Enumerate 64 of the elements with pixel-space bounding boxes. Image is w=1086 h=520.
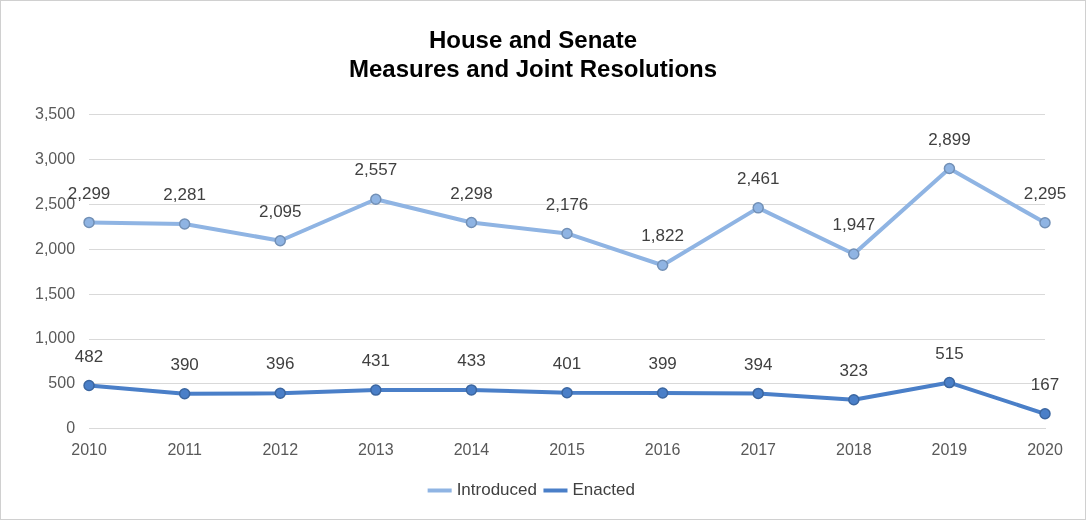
data-label: 1,822	[641, 226, 684, 246]
x-tick-label: 2010	[71, 440, 107, 458]
data-label: 482	[74, 346, 104, 366]
data-label: 1,947	[832, 215, 876, 235]
data-label: 431	[361, 351, 391, 371]
data-label: 167	[1030, 375, 1060, 394]
x-tick-label: 2013	[358, 440, 394, 458]
legend-label: Enacted	[572, 480, 635, 500]
data-label: 433	[457, 351, 486, 371]
data-label: 2,095	[258, 201, 302, 221]
x-tick-label: 2012	[262, 440, 299, 458]
point	[752, 387, 764, 400]
data-label: 2,899	[928, 129, 971, 149]
point	[943, 376, 956, 389]
data-label: 2,176	[545, 194, 589, 214]
point	[465, 216, 478, 229]
point	[178, 218, 191, 230]
x-tick-label: 2011	[167, 440, 202, 458]
point	[561, 227, 573, 240]
point	[465, 384, 478, 396]
y-tick-label: 0	[66, 419, 76, 437]
point	[752, 202, 764, 214]
data-label: 2,281	[163, 185, 206, 205]
point	[274, 387, 286, 399]
point	[656, 259, 669, 271]
y-tick-label: 3,000	[34, 149, 76, 167]
point	[178, 388, 191, 400]
data-label: 2,461	[736, 169, 780, 189]
y-tick-label: 2,000	[34, 239, 76, 257]
point	[370, 193, 382, 205]
x-tick-label: 2018	[836, 440, 872, 458]
point	[943, 162, 956, 175]
data-label: 399	[648, 354, 677, 374]
x-tick-label: 2019	[931, 440, 968, 458]
point	[274, 234, 286, 247]
point	[83, 216, 95, 229]
x-tick-label: 2016	[644, 440, 681, 458]
point	[370, 384, 382, 396]
point	[1039, 217, 1051, 229]
chart-title: House and Senate Measures and Joint Resolutions	[348, 26, 718, 82]
y-tick-label: 1,000	[34, 329, 76, 347]
data-label: 396	[266, 354, 295, 374]
data-label: 390	[170, 354, 199, 374]
point	[848, 394, 860, 406]
point	[848, 248, 860, 260]
point	[83, 379, 95, 392]
data-label: 2,557	[354, 160, 398, 180]
x-tick-label: 2020	[1027, 440, 1063, 458]
point	[561, 387, 573, 399]
data-label: 2,295	[1023, 183, 1067, 203]
x-tick-label: 2015	[549, 440, 585, 458]
data-label: 2,298	[450, 183, 493, 203]
y-tick-label: 3,500	[34, 105, 76, 123]
legend-label: Introduced	[456, 480, 537, 500]
point	[1039, 408, 1051, 420]
data-label: 394	[744, 354, 773, 374]
y-tick-label: 1,500	[34, 284, 76, 302]
y-tick-label: 500	[48, 374, 76, 392]
data-label: 323	[839, 360, 868, 380]
x-tick-label: 2014	[453, 440, 490, 458]
data-label: 401	[552, 353, 582, 373]
x-tick-label: 2017	[740, 440, 777, 458]
point	[656, 387, 669, 399]
data-label: 515	[935, 343, 964, 363]
